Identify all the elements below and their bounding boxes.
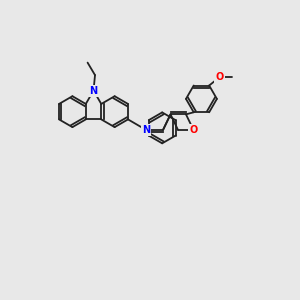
Text: N: N (142, 125, 150, 135)
Text: O: O (215, 72, 224, 82)
Text: N: N (89, 85, 98, 96)
Text: O: O (189, 125, 197, 135)
